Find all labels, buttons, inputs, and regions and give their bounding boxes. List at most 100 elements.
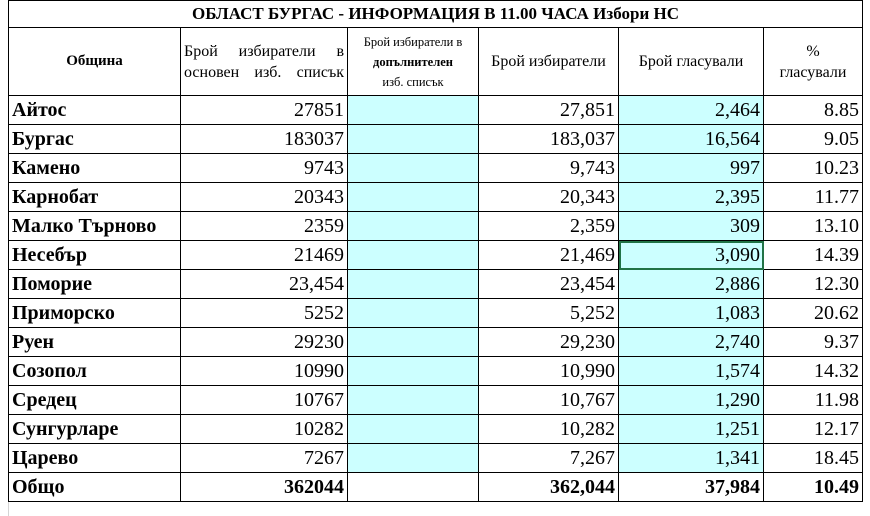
name-cell[interactable]: Малко Търново — [8, 211, 181, 241]
main-list-cell[interactable]: 2359 — [180, 211, 348, 241]
voters-cell[interactable]: 10,767 — [478, 385, 619, 415]
voters-cell[interactable]: 362,044 — [478, 472, 619, 502]
name-cell[interactable]: Средец — [8, 385, 181, 415]
extra-list-cell[interactable] — [347, 472, 479, 502]
percent-cell[interactable]: 9.05 — [763, 124, 863, 154]
extra-list-cell[interactable] — [347, 356, 479, 386]
name-cell[interactable]: Камено — [8, 153, 181, 183]
voters-cell[interactable]: 2,359 — [478, 211, 619, 241]
voted-cell[interactable]: 1,290 — [618, 385, 764, 415]
voters-cell[interactable]: 183,037 — [478, 124, 619, 154]
voted-cell[interactable]: 2,886 — [618, 269, 764, 299]
name-cell[interactable]: Руен — [8, 327, 181, 357]
table-row: Царево 7267 7,267 1,341 18.45 — [8, 443, 863, 473]
header-extra-line2: допълнителен — [373, 54, 453, 69]
extra-list-cell[interactable] — [347, 95, 479, 125]
name-cell[interactable]: Царево — [8, 443, 181, 473]
voted-cell[interactable]: 37,984 — [618, 472, 764, 502]
total-row: Общо 362044 362,044 37,984 10.49 — [8, 472, 863, 502]
percent-cell[interactable]: 9.37 — [763, 327, 863, 357]
voted-cell[interactable]: 1,574 — [618, 356, 764, 386]
header-voted[interactable]: Брой гласували — [618, 27, 764, 96]
extra-list-cell[interactable] — [347, 211, 479, 241]
percent-cell[interactable]: 12.17 — [763, 414, 863, 444]
voted-cell[interactable]: 1,341 — [618, 443, 764, 473]
extra-list-cell[interactable] — [347, 269, 479, 299]
main-list-cell[interactable]: 20343 — [180, 182, 348, 212]
main-list-cell[interactable]: 23,454 — [180, 269, 348, 299]
percent-cell[interactable]: 18.45 — [763, 443, 863, 473]
header-extra-list[interactable]: Брой избиратели в допълнителен изб. списък — [347, 27, 479, 96]
header-municipality[interactable]: Община — [8, 27, 181, 96]
extra-list-cell[interactable] — [347, 153, 479, 183]
main-list-cell[interactable]: 29230 — [180, 327, 348, 357]
percent-cell[interactable]: 13.10 — [763, 211, 863, 241]
percent-cell[interactable]: 20.62 — [763, 298, 863, 328]
main-list-cell[interactable]: 183037 — [180, 124, 348, 154]
name-cell[interactable]: Айтос — [8, 95, 181, 125]
extra-list-cell[interactable] — [347, 240, 479, 270]
main-list-cell[interactable]: 362044 — [180, 472, 348, 502]
percent-cell[interactable]: 14.39 — [763, 240, 863, 270]
voted-cell[interactable]: 1,083 — [618, 298, 764, 328]
voted-cell[interactable]: 997 — [618, 153, 764, 183]
name-cell[interactable]: Сунгурларе — [8, 414, 181, 444]
voted-cell[interactable]: 1,251 — [618, 414, 764, 444]
header-percent[interactable]: % гласували — [763, 27, 863, 96]
percent-cell[interactable]: 11.77 — [763, 182, 863, 212]
percent-cell[interactable]: 10.23 — [763, 153, 863, 183]
table-row: Созопол 10990 10,990 1,574 14.32 — [8, 356, 863, 386]
main-list-cell[interactable]: 21469 — [180, 240, 348, 270]
extra-list-cell[interactable] — [347, 385, 479, 415]
voted-cell[interactable]: 2,395 — [618, 182, 764, 212]
voted-cell[interactable]: 309 — [618, 211, 764, 241]
voters-cell[interactable]: 23,454 — [478, 269, 619, 299]
main-list-cell[interactable]: 10767 — [180, 385, 348, 415]
voters-cell[interactable]: 10,990 — [478, 356, 619, 386]
extra-list-cell[interactable] — [347, 182, 479, 212]
percent-cell[interactable]: 11.98 — [763, 385, 863, 415]
percent-cell[interactable]: 12.30 — [763, 269, 863, 299]
main-list-cell[interactable]: 5252 — [180, 298, 348, 328]
extra-list-cell[interactable] — [347, 414, 479, 444]
voters-cell[interactable]: 20,343 — [478, 182, 619, 212]
extra-list-cell[interactable] — [347, 443, 479, 473]
extra-list-cell[interactable] — [347, 327, 479, 357]
main-list-cell[interactable]: 10282 — [180, 414, 348, 444]
name-cell[interactable]: Общо — [8, 472, 181, 502]
header-voters[interactable]: Брой избиратели — [478, 27, 619, 96]
header-main-list[interactable]: Брой избиратели в основен изб. списък — [180, 27, 348, 96]
voted-cell[interactable]: 16,564 — [618, 124, 764, 154]
voters-cell[interactable]: 10,282 — [478, 414, 619, 444]
main-list-cell[interactable]: 7267 — [180, 443, 348, 473]
voted-cell[interactable]: 2,464 — [618, 95, 764, 125]
voted-cell[interactable]: 3,090 — [618, 240, 764, 270]
name-cell[interactable]: Созопол — [8, 356, 181, 386]
table-row: Карнобат 20343 20,343 2,395 11.77 — [8, 182, 863, 212]
main-list-cell[interactable]: 27851 — [180, 95, 348, 125]
percent-cell[interactable]: 10.49 — [763, 472, 863, 502]
voters-cell[interactable]: 27,851 — [478, 95, 619, 125]
name-cell[interactable]: Карнобат — [8, 182, 181, 212]
header-extra-line3: изб. списък — [382, 74, 444, 89]
name-cell[interactable]: Приморско — [8, 298, 181, 328]
name-cell[interactable]: Бургас — [8, 124, 181, 154]
table-row: Несебър 21469 21,469 3,090 14.39 — [8, 240, 863, 270]
extra-list-cell[interactable] — [347, 124, 479, 154]
table-title[interactable]: ОБЛАСТ БУРГАС - ИНФОРМАЦИЯ В 11.00 ЧАСА … — [8, 0, 863, 28]
name-cell[interactable]: Поморие — [8, 269, 181, 299]
main-list-cell[interactable]: 10990 — [180, 356, 348, 386]
percent-cell[interactable]: 14.32 — [763, 356, 863, 386]
percent-cell[interactable]: 8.85 — [763, 95, 863, 125]
extra-list-cell[interactable] — [347, 298, 479, 328]
voted-cell[interactable]: 2,740 — [618, 327, 764, 357]
voters-cell[interactable]: 21,469 — [478, 240, 619, 270]
table-row: Средец 10767 10,767 1,290 11.98 — [8, 385, 863, 415]
voters-cell[interactable]: 5,252 — [478, 298, 619, 328]
voters-cell[interactable]: 9,743 — [478, 153, 619, 183]
name-cell[interactable]: Несебър — [8, 240, 181, 270]
voters-cell[interactable]: 29,230 — [478, 327, 619, 357]
table-row: Малко Търново 2359 2,359 309 13.10 — [8, 211, 863, 241]
voters-cell[interactable]: 7,267 — [478, 443, 619, 473]
main-list-cell[interactable]: 9743 — [180, 153, 348, 183]
